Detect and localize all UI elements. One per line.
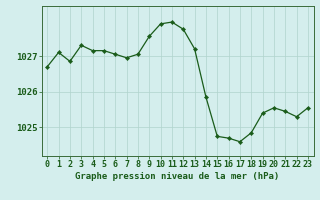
X-axis label: Graphe pression niveau de la mer (hPa): Graphe pression niveau de la mer (hPa) [76,172,280,181]
